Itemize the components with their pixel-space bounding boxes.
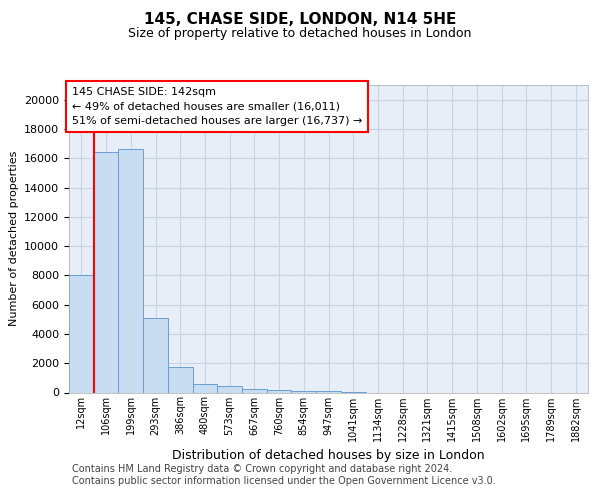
Bar bbox=[69, 276, 94, 392]
Bar bbox=[143, 318, 168, 392]
Text: Contains public sector information licensed under the Open Government Licence v3: Contains public sector information licen… bbox=[72, 476, 496, 486]
Text: 145, CHASE SIDE, LONDON, N14 5HE: 145, CHASE SIDE, LONDON, N14 5HE bbox=[144, 12, 456, 28]
Text: 145 CHASE SIDE: 142sqm
← 49% of detached houses are smaller (16,011)
51% of semi: 145 CHASE SIDE: 142sqm ← 49% of detached… bbox=[71, 86, 362, 126]
Text: Size of property relative to detached houses in London: Size of property relative to detached ho… bbox=[128, 28, 472, 40]
Bar bbox=[292, 391, 316, 392]
X-axis label: Distribution of detached houses by size in London: Distribution of detached houses by size … bbox=[172, 449, 485, 462]
Text: Contains HM Land Registry data © Crown copyright and database right 2024.: Contains HM Land Registry data © Crown c… bbox=[72, 464, 452, 474]
Bar bbox=[193, 384, 217, 392]
Bar bbox=[118, 150, 143, 392]
Bar bbox=[267, 390, 292, 392]
Bar bbox=[168, 367, 193, 392]
Y-axis label: Number of detached properties: Number of detached properties bbox=[8, 151, 19, 326]
Bar bbox=[242, 390, 267, 392]
Bar bbox=[94, 152, 118, 392]
Bar bbox=[217, 386, 242, 392]
